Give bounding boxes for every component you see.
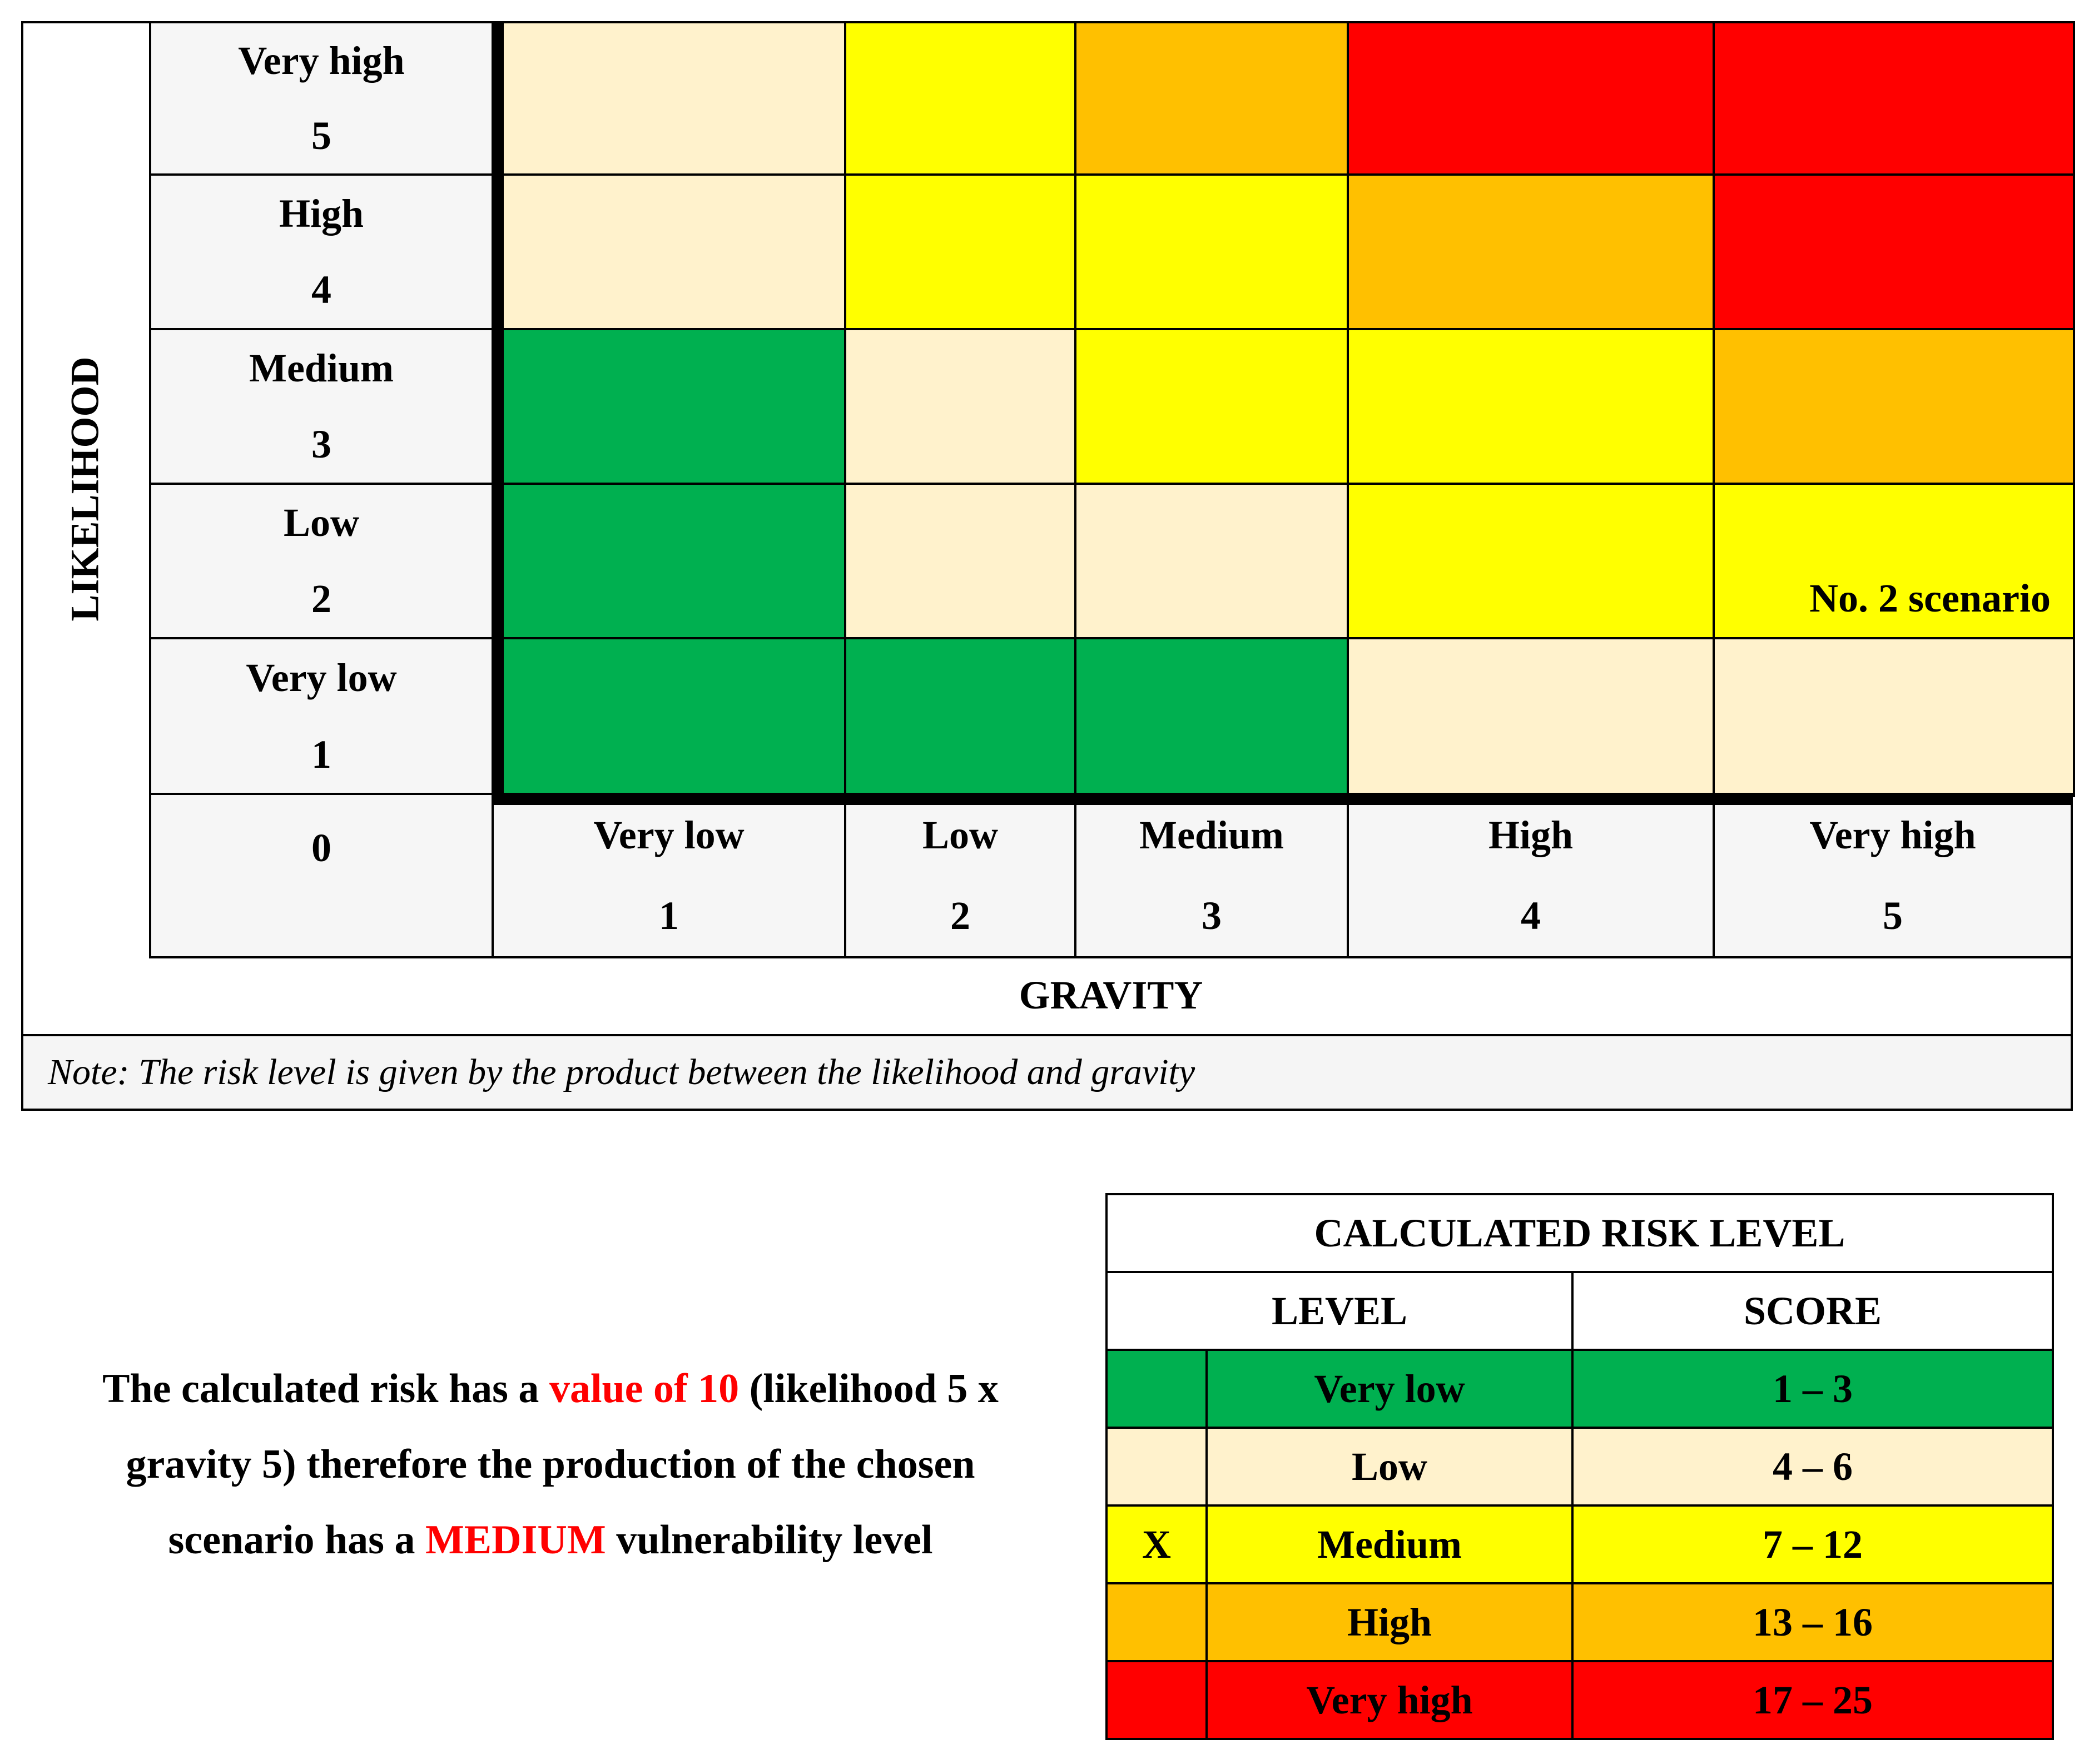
col-label-very-high: Very high 5 (1713, 793, 2073, 958)
row-label-value: 5 (311, 113, 331, 158)
risk-row-mark (1105, 1582, 1208, 1662)
matrix-axis-vertical (492, 21, 504, 805)
row-label-value: 1 (311, 732, 331, 777)
risk-row-mark (1105, 1427, 1208, 1507)
matrix-cell (492, 21, 846, 176)
matrix-cell (844, 637, 1076, 797)
row-label-name: Low (283, 500, 360, 545)
risk-row-score: 1 – 3 (1571, 1349, 2054, 1429)
matrix-axis-horizontal (492, 793, 2073, 805)
col-label-name: High (1488, 813, 1574, 857)
row-label-value: 4 (311, 267, 331, 312)
col-label-value: 4 (1521, 893, 1541, 938)
likelihood-axis-label: LIKELIHOOD (62, 356, 107, 622)
col-label-high: High 4 (1347, 793, 1715, 958)
matrix-cell (844, 328, 1076, 485)
risk-row-level: Low (1205, 1427, 1574, 1507)
matrix-cell (1347, 637, 1715, 797)
matrix-cell (1074, 328, 1349, 485)
origin-value: 0 (311, 826, 331, 870)
row-label-name: Medium (249, 346, 394, 390)
row-label-name: High (279, 191, 364, 236)
col-label-name: Very low (593, 813, 745, 857)
matrix-cell: No. 2 scenario (1713, 483, 2075, 639)
summary-text-part: The calculated risk has a (102, 1366, 549, 1412)
risk-row-score: 17 – 25 (1571, 1660, 2054, 1740)
col-label-name: Very high (1809, 813, 1976, 857)
matrix-cell (1347, 328, 1715, 485)
col-label-value: 3 (1202, 893, 1222, 938)
matrix-cell (1074, 21, 1349, 176)
matrix-cell (1074, 483, 1349, 639)
summary-text-part: (likelihood 5 x gravity 5) therefore the… (126, 1366, 999, 1563)
row-label-medium: Medium 3 (149, 328, 494, 485)
risk-row-score: 4 – 6 (1571, 1427, 2054, 1507)
row-label-high: High 4 (149, 173, 494, 330)
origin-label: 0 (149, 793, 494, 958)
col-label-value: 5 (1883, 893, 1903, 938)
risk-table-title: CALCULATED RISK LEVEL (1105, 1193, 2054, 1273)
risk-row-score: 7 – 12 (1571, 1504, 2054, 1584)
col-label-low: Low 2 (844, 793, 1076, 958)
risk-row-level: Very low (1205, 1349, 1574, 1429)
col-label-name: Medium (1139, 813, 1284, 857)
matrix-cell (492, 173, 846, 330)
matrix-cell (1347, 173, 1715, 330)
risk-row-level: Very high (1205, 1660, 1574, 1740)
matrix-cell (492, 328, 846, 485)
col-label-value: 1 (659, 893, 679, 938)
summary-text-part: vulnerability level (606, 1517, 933, 1563)
matrix-cell (1713, 21, 2075, 176)
scenario-label: No. 2 scenario (1809, 576, 2051, 620)
matrix-cell (1713, 637, 2075, 797)
matrix-note: Note: The risk level is given by the pro… (21, 1034, 2073, 1111)
summary-highlight-value: value of 10 (549, 1366, 740, 1412)
matrix-cell (844, 173, 1076, 330)
row-label-very-low: Very low 1 (149, 637, 494, 795)
col-label-very-low: Very low 1 (492, 793, 846, 958)
risk-summary-text: The calculated risk has a value of 10 (l… (50, 1351, 1051, 1578)
col-label-value: 2 (950, 893, 970, 938)
risk-row-level: Medium (1205, 1504, 1574, 1584)
matrix-cell (844, 483, 1076, 639)
col-label-medium: Medium 3 (1074, 793, 1349, 958)
matrix-cell (1347, 483, 1715, 639)
summary-highlight-level: MEDIUM (425, 1517, 606, 1563)
matrix-cell (1074, 173, 1349, 330)
matrix-cell (1074, 637, 1349, 797)
row-label-low: Low 2 (149, 483, 494, 639)
likelihood-axis-title: LIKELIHOOD (21, 21, 149, 956)
row-label-name: Very high (238, 38, 405, 83)
risk-row-mark: X (1105, 1504, 1208, 1584)
matrix-cell (492, 483, 846, 639)
matrix-cell (1713, 328, 2075, 485)
matrix-cell (492, 637, 846, 797)
risk-row-level: High (1205, 1582, 1574, 1662)
matrix-cell (844, 21, 1076, 176)
matrix-cell (1347, 21, 1715, 176)
row-label-name: Very low (246, 655, 397, 700)
risk-row-score: 13 – 16 (1571, 1582, 2054, 1662)
matrix-cell (1713, 173, 2075, 330)
row-label-value: 2 (311, 577, 331, 621)
gravity-axis-title: GRAVITY (1019, 972, 1203, 1017)
risk-table-score-header: SCORE (1571, 1271, 2054, 1351)
col-label-name: Low (922, 813, 999, 857)
row-label-very-high: Very high 5 (149, 21, 494, 176)
risk-row-mark (1105, 1349, 1208, 1429)
risk-row-mark (1105, 1660, 1208, 1740)
row-label-value: 3 (311, 422, 331, 466)
risk-table-level-header: LEVEL (1105, 1271, 1574, 1351)
